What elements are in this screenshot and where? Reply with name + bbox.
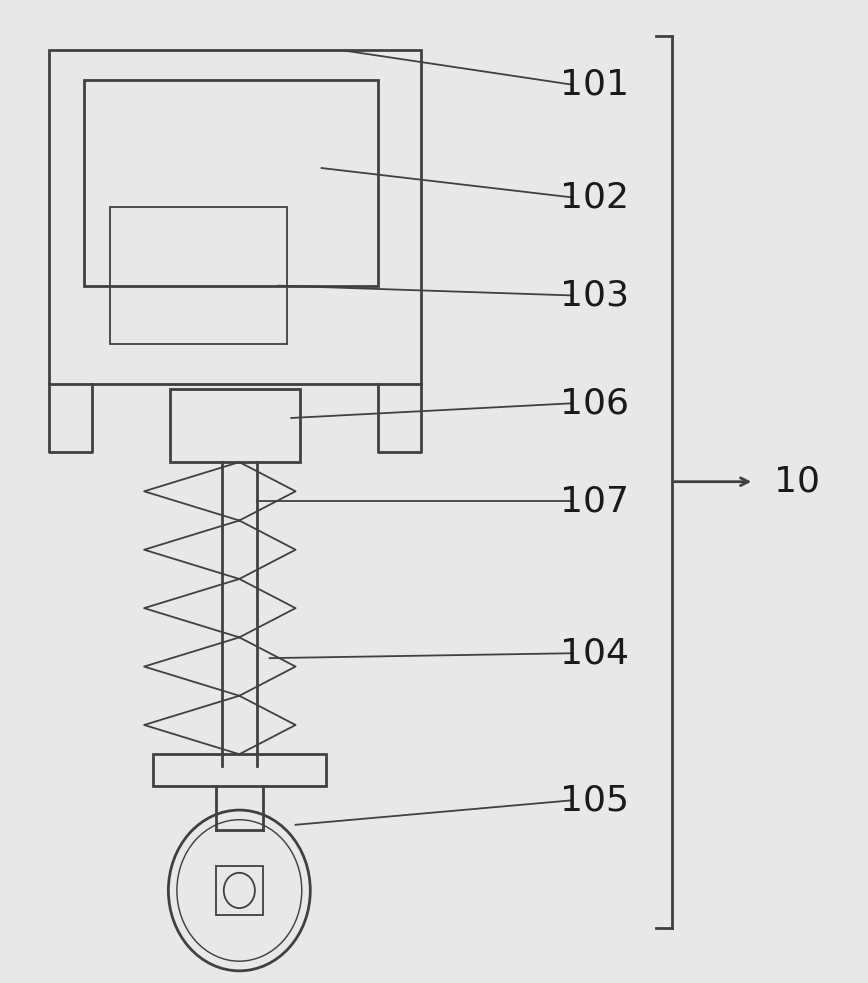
Bar	[153, 754, 326, 785]
Text: 105: 105	[560, 783, 628, 817]
Bar	[49, 50, 421, 383]
Text: 106: 106	[560, 386, 628, 421]
Text: 103: 103	[560, 278, 628, 313]
Text: 102: 102	[560, 181, 628, 214]
Bar	[215, 866, 263, 915]
Bar	[170, 388, 299, 462]
Text: 104: 104	[560, 636, 628, 670]
Text: 107: 107	[560, 485, 628, 518]
Text: 101: 101	[560, 68, 628, 101]
Text: 10: 10	[774, 465, 820, 498]
Bar	[109, 207, 287, 344]
Bar	[83, 80, 378, 286]
